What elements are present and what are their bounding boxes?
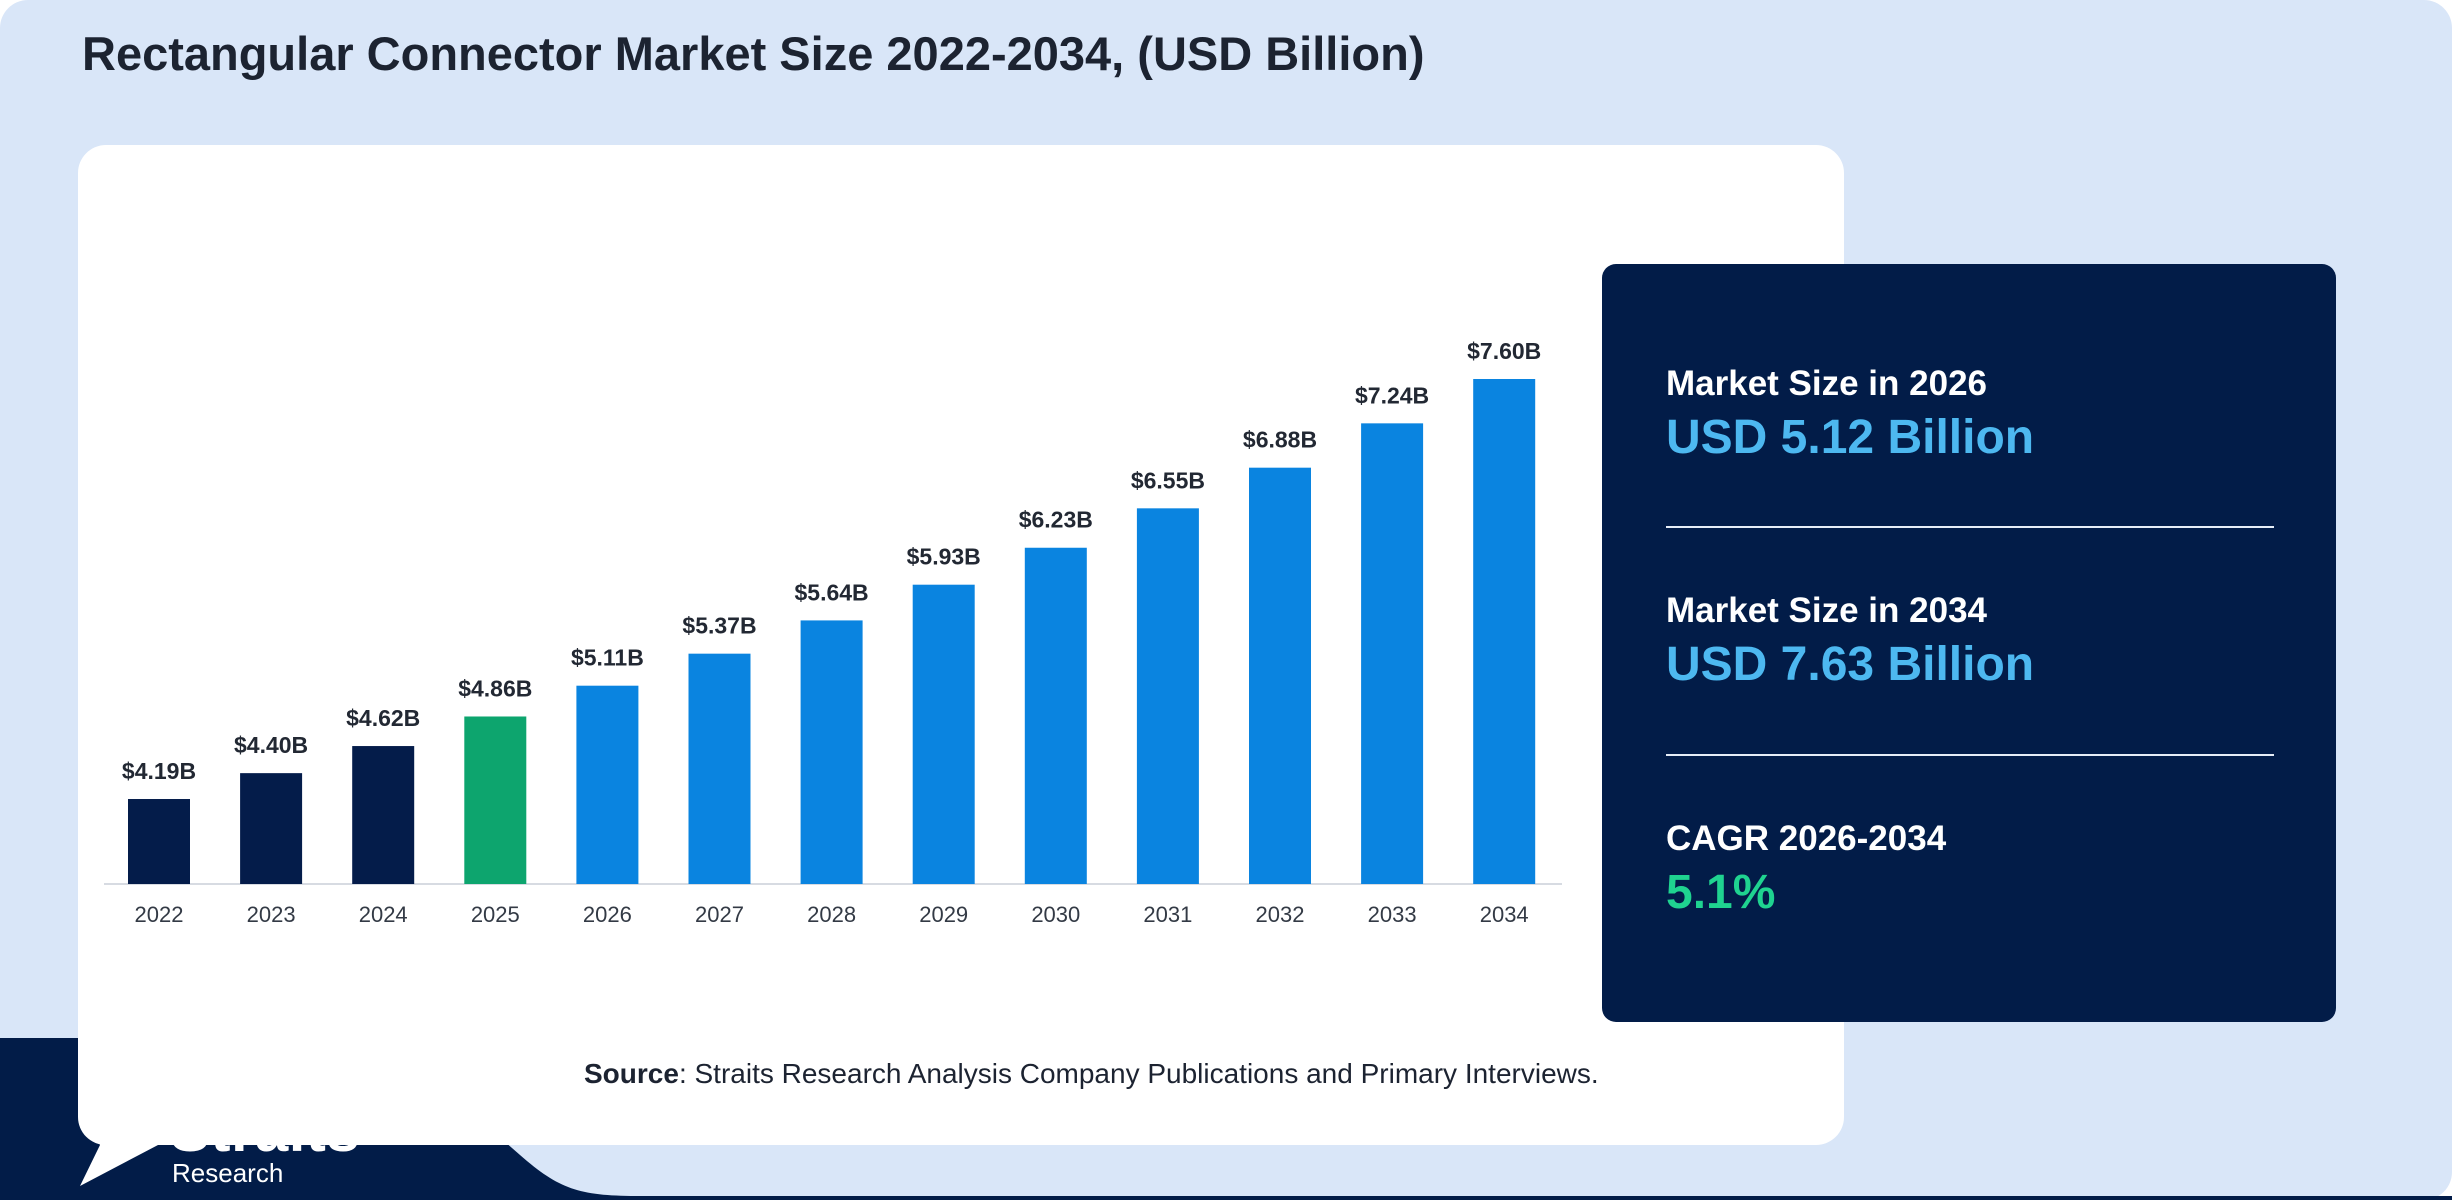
logo-name: Straits — [170, 1097, 361, 1164]
x-tick-label-2034: 2034 — [1480, 902, 1529, 927]
bar-2028 — [800, 620, 863, 884]
x-tick-label-2031: 2031 — [1143, 902, 1192, 927]
data-label-2022: $4.19B — [122, 758, 196, 784]
x-tick-label-2027: 2027 — [695, 902, 744, 927]
logo-subtitle: Research — [172, 1158, 284, 1188]
stat-label-market-2026: Market Size in 2026 — [1666, 364, 1987, 403]
data-label-2026: $5.11B — [571, 645, 644, 671]
data-label-2025: $4.86B — [458, 675, 532, 701]
data-label-2024: $4.62B — [346, 705, 420, 731]
logo-arrow-icon — [80, 1104, 158, 1186]
x-tick-label-2022: 2022 — [135, 902, 184, 927]
bar-2034 — [1473, 379, 1536, 884]
x-tick-label-2023: 2023 — [247, 902, 296, 927]
stat-value-cagr: 5.1% — [1666, 866, 1776, 919]
stat-divider — [1666, 754, 2274, 756]
bar-2022 — [128, 799, 190, 884]
bar-2026 — [576, 685, 639, 884]
stat-divider — [1666, 526, 2274, 528]
data-label-2023: $4.40B — [234, 732, 308, 758]
data-label-2027: $5.37B — [682, 613, 756, 639]
x-tick-label-2032: 2032 — [1256, 902, 1305, 927]
data-label-2028: $5.64B — [795, 579, 869, 605]
bar-chart: $4.19B 2022 $4.40B 2023 $4.62B 2024 $4.86B 2025… — [104, 338, 1562, 927]
data-label-2033: $7.24B — [1355, 382, 1429, 408]
source-note: Source: Straits Research Analysis Compan… — [584, 1058, 1599, 1090]
stat-value-market-2034: USD 7.63 Billion — [1666, 638, 2035, 691]
key-stats-panel: Market Size in 2026 USD 5.12 Billion Mar… — [1602, 264, 2336, 1022]
straits-research-logo: Straits Research — [78, 1097, 398, 1188]
page-title: Rectangular Connector Market Size 2022-2… — [82, 27, 1425, 80]
data-label-2032: $6.88B — [1243, 427, 1317, 453]
bar-2030 — [1024, 547, 1087, 884]
chart-card: $4.19B 2022 $4.40B 2023 $4.62B 2024 $4.86B 2025… — [78, 145, 1844, 1145]
data-label-2031: $6.55B — [1131, 467, 1205, 493]
x-tick-label-2024: 2024 — [359, 902, 408, 927]
bar-2024 — [352, 746, 415, 884]
bars-layer: $4.19B 2022 $4.40B 2023 $4.62B 2024 $4.86B 2025… — [122, 338, 1541, 927]
bar-2033 — [1361, 423, 1424, 884]
data-label-2029: $5.93B — [907, 544, 981, 570]
data-label-2034: $7.60B — [1467, 338, 1541, 364]
source-label: Source — [584, 1058, 679, 1089]
bar-2031 — [1136, 508, 1199, 884]
bar-2027 — [688, 653, 751, 884]
source-text: : Straits Research Analysis Company Publ… — [678, 1058, 1599, 1089]
x-tick-label-2033: 2033 — [1368, 902, 1417, 927]
bar-2032 — [1249, 467, 1311, 884]
x-tick-label-2030: 2030 — [1031, 902, 1080, 927]
stat-value-market-2026: USD 5.12 Billion — [1666, 411, 2035, 464]
x-tick-label-2025: 2025 — [471, 902, 520, 927]
bar-2025 — [464, 716, 527, 884]
bar-2029 — [912, 584, 975, 884]
stat-label-market-2034: Market Size in 2034 — [1666, 591, 1987, 630]
stat-label-cagr: CAGR 2026-2034 — [1666, 819, 1947, 858]
x-tick-label-2028: 2028 — [807, 902, 856, 927]
x-tick-label-2026: 2026 — [583, 902, 632, 927]
data-label-2030: $6.23B — [1019, 507, 1093, 533]
x-tick-label-2029: 2029 — [919, 902, 968, 927]
bar-2023 — [240, 773, 303, 884]
